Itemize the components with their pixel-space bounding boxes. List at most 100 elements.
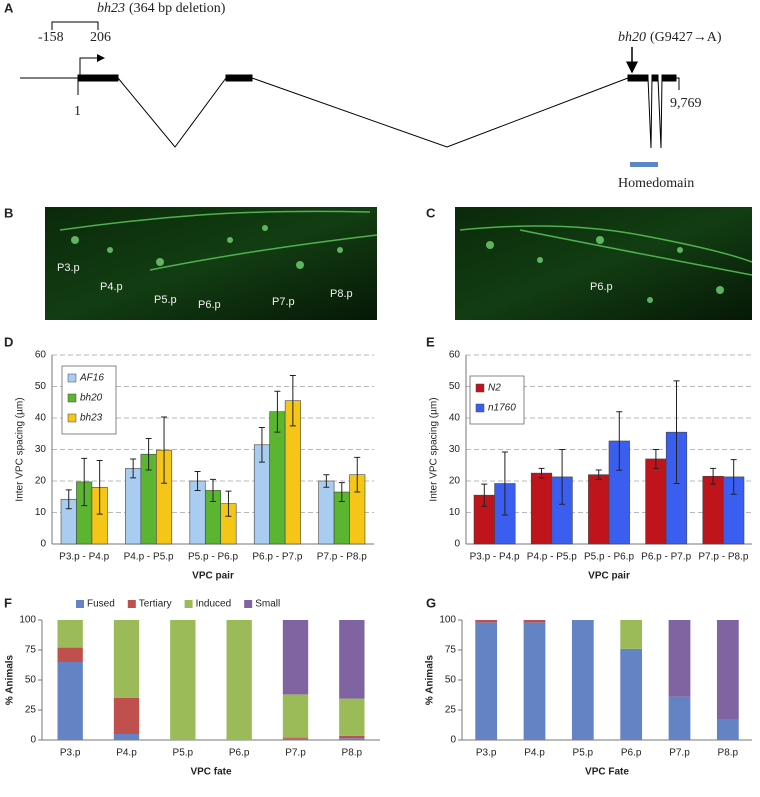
- micrograph: [455, 207, 752, 320]
- error-bar: [289, 374, 296, 427]
- legend-label: AF16: [79, 373, 104, 384]
- cell-label: P5.p: [154, 294, 177, 306]
- legend-swatch: [67, 413, 77, 423]
- cell-label: P3.p: [57, 262, 80, 274]
- y-tick-label: 30: [449, 444, 461, 455]
- bar-segment: [57, 620, 83, 648]
- x-tick-label: P3.p - P4.p: [470, 552, 520, 563]
- x-tick-label: P4.p: [116, 748, 137, 759]
- x-tick-label: P3.p: [60, 748, 81, 759]
- bar: [702, 475, 724, 545]
- error-bar: [145, 437, 152, 471]
- error-bar: [354, 456, 361, 493]
- error-bar: [595, 469, 602, 480]
- deletion-label: bh23 (364 bp deletion): [97, 1, 226, 16]
- y-tick-label: 0: [40, 539, 46, 550]
- bar-segment: [475, 622, 498, 740]
- legend-swatch: [76, 600, 84, 608]
- bar-segment: [571, 620, 594, 740]
- x-tick-label: P5.p - P6.p: [584, 552, 634, 563]
- cell-label: P7.p: [272, 296, 295, 308]
- error-bar: [65, 489, 72, 510]
- bar-segment: [282, 620, 309, 695]
- y-tick-label: 30: [35, 444, 47, 455]
- x-tick-label: P3.p: [476, 748, 497, 759]
- y-tick-label: 10: [449, 507, 461, 518]
- panel-letter: F: [4, 595, 12, 610]
- x-tick-label: P7.p - P8.p: [698, 552, 748, 563]
- bar-segment: [339, 735, 365, 739]
- point-label: bh20 (G9427→A): [618, 30, 722, 45]
- legend-label: Induced: [196, 599, 232, 610]
- y-tick-label: 0: [454, 539, 460, 550]
- error-bar: [730, 459, 737, 495]
- y-tick-label: 75: [25, 645, 37, 656]
- y-tick-label: 60: [449, 350, 461, 361]
- error-bar: [652, 449, 659, 469]
- error-bar: [481, 483, 488, 507]
- x-axis-label: VPC pair: [192, 571, 234, 582]
- panel-letter: B: [4, 205, 13, 220]
- legend-swatch: [244, 600, 253, 608]
- bar-segment: [339, 698, 365, 736]
- x-tick-label: P4.p: [524, 748, 545, 759]
- cell-label: P8.p: [330, 288, 353, 300]
- error-bar: [559, 449, 566, 505]
- x-tick-label: P8.p: [342, 748, 363, 759]
- legend-label: Fused: [87, 599, 115, 610]
- gene-diagram: bh23 (364 bp deletion) -158 206 1 9,769 b…: [20, 1, 722, 191]
- error-bar: [501, 451, 508, 516]
- error-bar: [616, 411, 623, 471]
- x-tick-label: P6.p: [621, 748, 642, 759]
- error-bar: [710, 467, 717, 485]
- end-label: 9,769: [670, 96, 702, 111]
- y-tick-label: 20: [35, 476, 47, 487]
- legend-label: bh23: [80, 413, 103, 424]
- x-axis-label: VPC pair: [588, 571, 630, 582]
- panel-letter: C: [426, 205, 436, 220]
- y-tick-label: 75: [445, 645, 457, 656]
- micrograph-labels: P3.p P4.p P5.p P6.p P7.p P8.p P6.p: [57, 262, 613, 311]
- y-tick-label: 0: [450, 735, 456, 746]
- deletion-end: 206: [90, 30, 111, 45]
- bar: [318, 480, 335, 545]
- bar: [530, 472, 553, 545]
- panel-letter: D: [4, 334, 13, 349]
- legend-label: Small: [255, 599, 280, 610]
- legend-swatch: [184, 600, 193, 608]
- error-bar: [81, 457, 88, 507]
- nuclei: [71, 225, 724, 303]
- y-axis-label: % Animals: [5, 654, 16, 705]
- y-tick-label: 20: [449, 476, 461, 487]
- error-bar: [210, 478, 216, 502]
- error-bar: [538, 467, 545, 479]
- y-tick-label: 25: [25, 705, 37, 716]
- bar-segment: [339, 738, 365, 740]
- bar: [645, 458, 667, 545]
- cell-label: P4.p: [100, 281, 123, 293]
- legend-label: n1760: [488, 403, 516, 414]
- bar-segment: [475, 620, 498, 623]
- y-axis-label: Inter VPC spacing (µm): [15, 397, 26, 501]
- x-tick-label: P4.p - P5.p: [124, 552, 174, 563]
- error-bar: [96, 460, 103, 515]
- bar: [125, 468, 142, 545]
- panel-letter: A: [4, 0, 14, 15]
- error-bar: [225, 490, 232, 517]
- bar-segment: [282, 738, 309, 740]
- bar-segment: [113, 734, 140, 740]
- y-tick-label: 100: [19, 615, 36, 626]
- error-bar: [274, 390, 281, 433]
- y-tick-label: 40: [449, 413, 461, 424]
- y-tick-label: 0: [30, 735, 36, 746]
- micrograph: [45, 207, 377, 320]
- x-tick-label: P8.p: [718, 748, 739, 759]
- error-bar: [673, 380, 680, 485]
- y-tick-label: 50: [25, 675, 37, 686]
- y-axis-label: Inter VPC spacing (µm): [429, 397, 440, 501]
- y-axis-label: % Animals: [425, 654, 436, 705]
- x-tick-label: P6.p - P7.p: [252, 552, 302, 563]
- bar-segment: [282, 737, 309, 739]
- domain-label: Homedomain: [618, 176, 694, 191]
- x-tick-label: P4.p - P5.p: [527, 552, 577, 563]
